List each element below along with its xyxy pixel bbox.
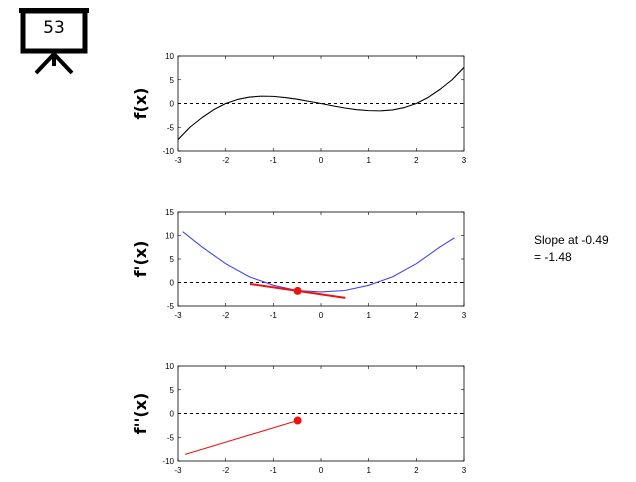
y-axis-label: f''(x): [131, 393, 150, 435]
x-tick-label: 0: [319, 156, 324, 165]
x-tick-label: -1: [270, 311, 278, 320]
y-tick-label: 15: [165, 208, 174, 217]
y-tick-label: 5: [170, 255, 175, 264]
y-axis-label: f(x): [131, 88, 150, 120]
x-tick-label: 3: [462, 466, 467, 475]
y-tick-label: 0: [170, 100, 175, 109]
x-tick-label: -3: [174, 466, 182, 475]
y-tick-label: 0: [170, 279, 175, 288]
y-tick-label: 10: [165, 232, 174, 241]
y-axis-label: f'(x): [131, 241, 150, 278]
data-point: [293, 286, 302, 295]
x-tick-label: 2: [414, 466, 419, 475]
y-tick-label: -10: [162, 457, 174, 466]
y-tick-label: -5: [167, 123, 175, 132]
x-tick-label: -2: [222, 466, 230, 475]
y-tick-label: 5: [170, 76, 175, 85]
slide-number-badge: 53: [16, 8, 92, 76]
x-tick-label: 0: [319, 466, 324, 475]
slide-number: 53: [43, 18, 65, 38]
x-tick-label: -2: [222, 311, 230, 320]
x-tick-label: 0: [319, 311, 324, 320]
y-tick-label: 10: [165, 362, 174, 371]
x-tick-label: -3: [174, 156, 182, 165]
slope-note-line-1: Slope at -0.49: [534, 233, 609, 247]
y-tick-label: -5: [167, 433, 175, 442]
x-tick-label: 1: [366, 156, 371, 165]
x-tick-label: -1: [270, 466, 278, 475]
x-tick-label: 1: [366, 311, 371, 320]
slope-note-line-2: = -1.48: [534, 250, 572, 264]
series-line-1: [184, 420, 298, 455]
y-tick-label: 0: [170, 410, 175, 419]
x-tick-label: -2: [222, 156, 230, 165]
chart-panel-2: -3 -2 -1 0 1 2 3 -5 0 5 10 15 f'(x): [131, 208, 467, 320]
data-point: [293, 416, 302, 425]
x-tick-label: 3: [462, 311, 467, 320]
y-tick-label: -5: [167, 302, 175, 311]
y-tick-label: -10: [162, 147, 174, 156]
x-tick-label: 2: [414, 156, 419, 165]
x-tick-label: 3: [462, 156, 467, 165]
x-tick-label: -1: [270, 156, 278, 165]
y-tick-label: 5: [170, 386, 175, 395]
y-tick-label: 10: [165, 52, 174, 61]
x-tick-label: 2: [414, 311, 419, 320]
x-tick-label: -3: [174, 311, 182, 320]
series-line-1: [182, 231, 455, 293]
projector-screen-icon: [19, 8, 89, 75]
slope-note: Slope at -0.49 = -1.48: [534, 232, 634, 266]
series-line-1: [178, 67, 464, 140]
x-tick-label: 1: [366, 466, 371, 475]
